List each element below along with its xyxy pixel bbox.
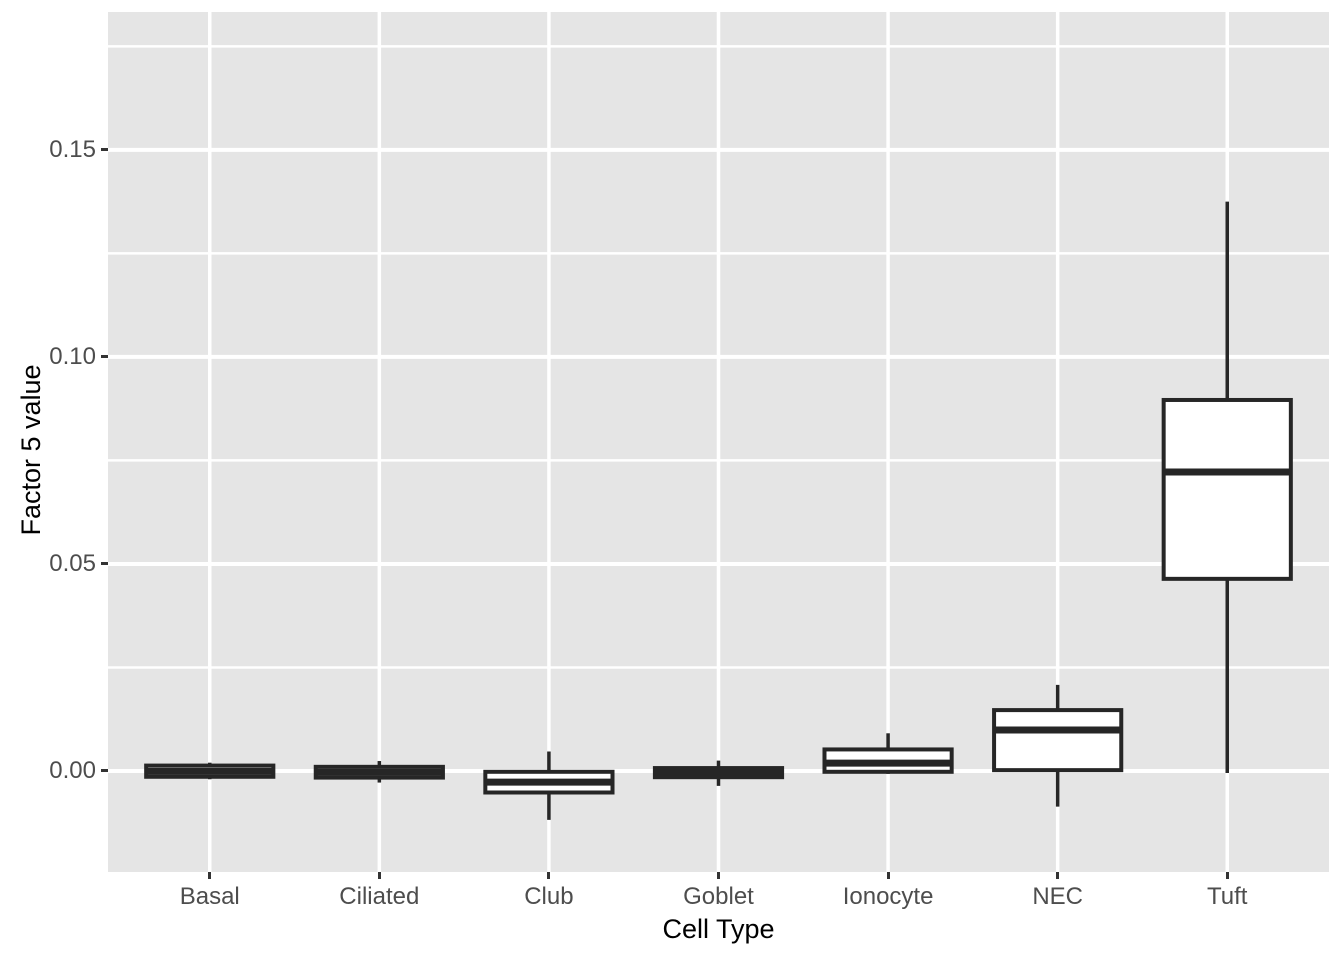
x-tick-label-tuft: Tuft [1207, 883, 1248, 910]
x-tick-mark [1056, 872, 1060, 879]
x-tick-mark [1225, 872, 1229, 879]
y-axis-title: Factor 5 value [16, 364, 46, 536]
x-tick-mark [377, 872, 381, 879]
box-iqr [992, 708, 1124, 773]
boxplot-club [483, 751, 615, 820]
boxplot-tuft [1161, 201, 1293, 774]
x-tick-mark [886, 872, 890, 879]
x-tick-label-club: Club [524, 883, 574, 910]
y-tick-mark [101, 769, 108, 773]
boxplot-ciliated [313, 761, 445, 783]
x-tick-label-goblet: Goblet [683, 883, 754, 910]
y-tick-mark [101, 148, 108, 152]
y-tick-mark [101, 562, 108, 566]
x-tick-mark [717, 872, 720, 879]
y-tick-label: 0.00 [49, 756, 96, 784]
y-tick-label: 0.05 [49, 549, 96, 577]
boxplot-goblet [652, 760, 785, 786]
box-iqr [1161, 397, 1293, 581]
y-tick-label: 0.10 [49, 342, 96, 370]
y-tick-label: 0.15 [49, 135, 96, 163]
x-tick-label-basal: Basal [179, 883, 240, 910]
x-tick-mark [208, 872, 212, 879]
boxplot-nec [992, 684, 1124, 807]
x-tick-label-nec: NEC [1032, 883, 1083, 910]
y-tick-mark [101, 355, 108, 359]
x-axis-title: Cell Type [662, 914, 775, 944]
boxplot-ionocyte [822, 733, 954, 774]
boxplot-basal [144, 762, 276, 780]
x-tick-label-ionocyte: Ionocyte [842, 883, 934, 910]
x-tick-label-ciliated: Ciliated [339, 883, 420, 910]
x-tick-mark [547, 872, 551, 879]
